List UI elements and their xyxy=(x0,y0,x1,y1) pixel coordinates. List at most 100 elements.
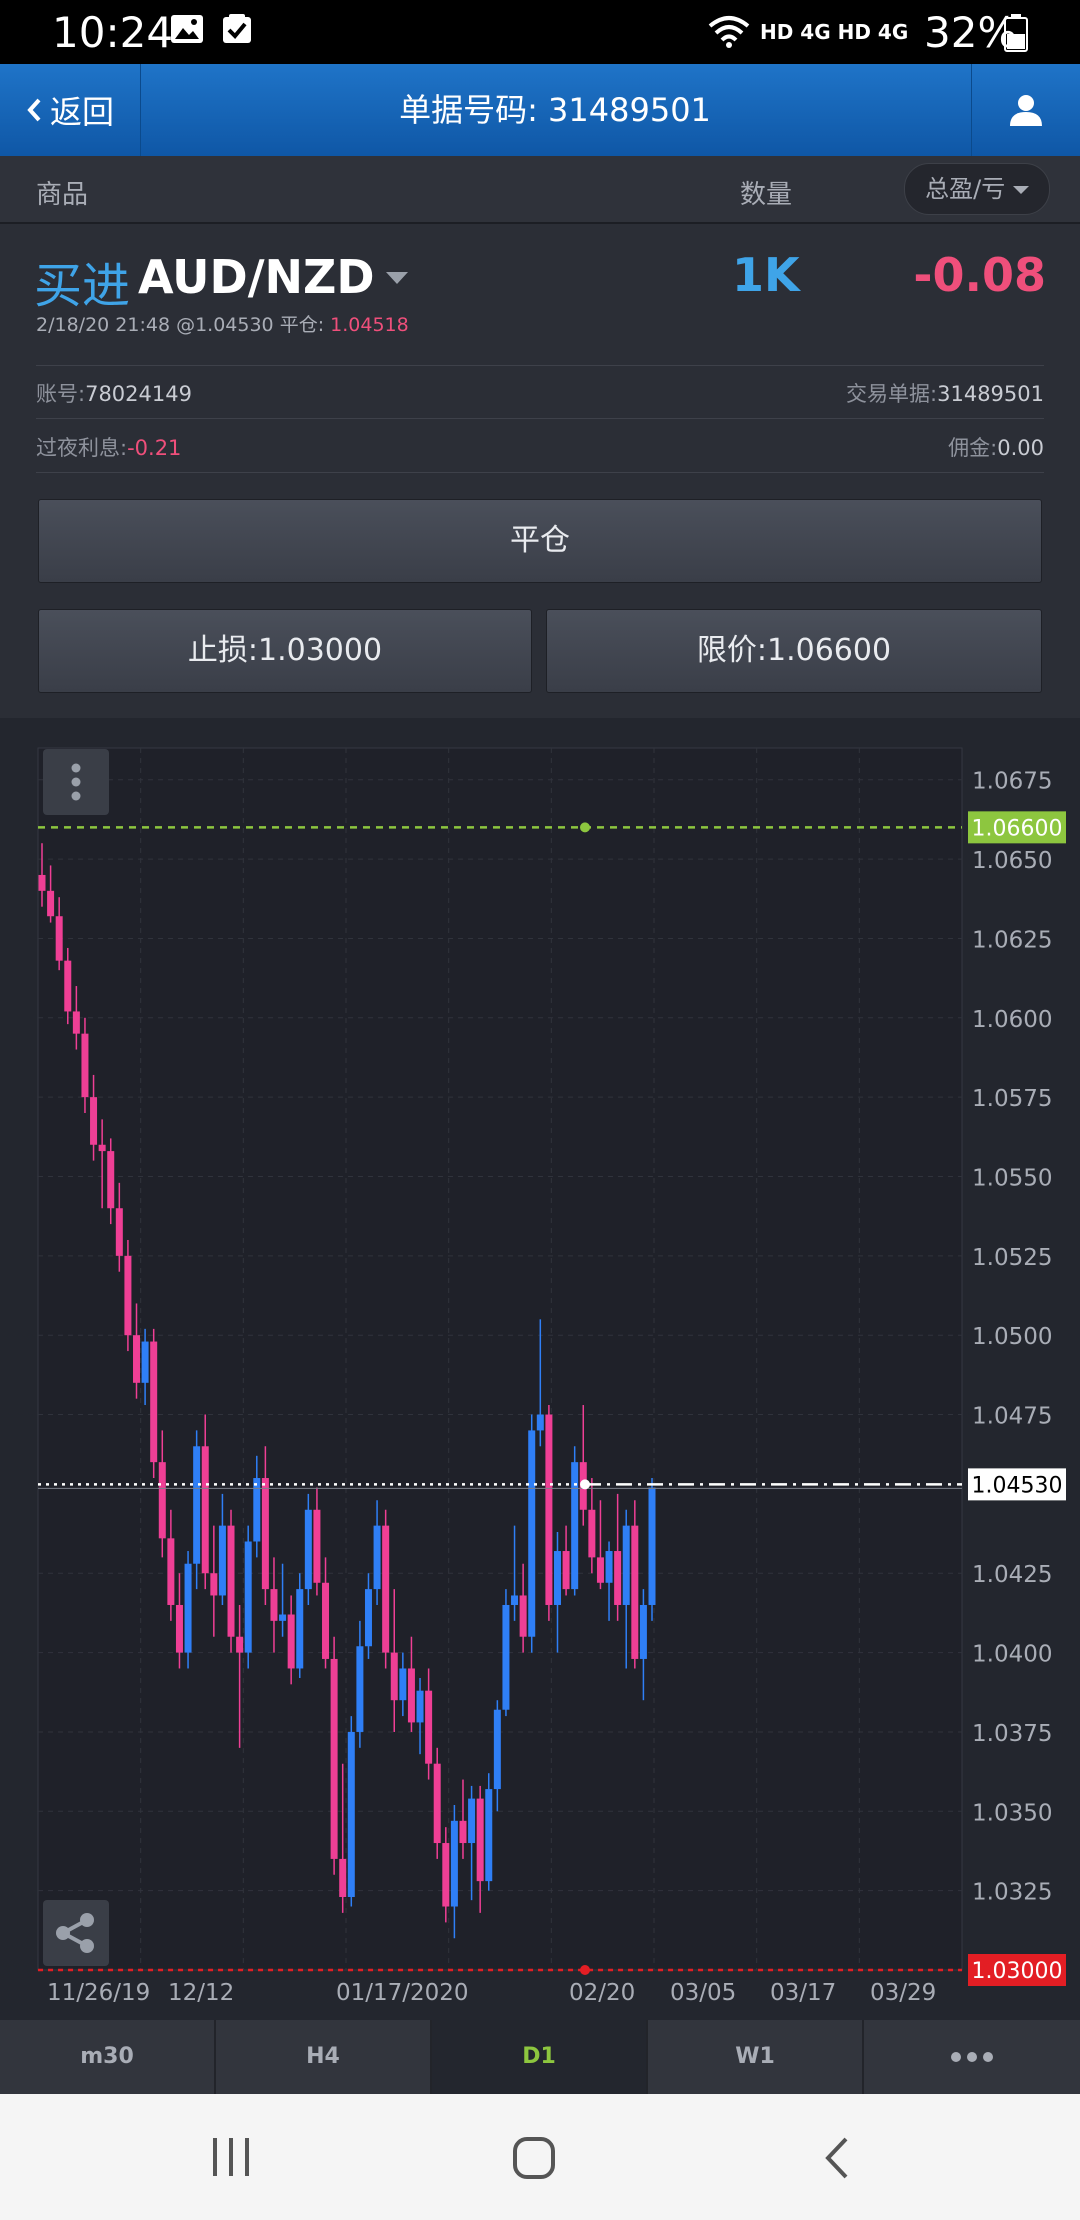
y-tick-label: 1.0550 xyxy=(972,1165,1052,1191)
tab-h4[interactable]: H4 xyxy=(216,2020,432,2094)
share-icon xyxy=(56,1913,94,1953)
account-label: 账号: xyxy=(36,382,86,406)
candle-down xyxy=(47,890,55,917)
y-tick-label: 1.0425 xyxy=(972,1562,1052,1588)
candle-down xyxy=(210,1573,218,1596)
task-check-icon xyxy=(223,14,251,43)
tab-d1[interactable]: D1 xyxy=(432,2020,648,2094)
candle-down xyxy=(287,1614,295,1669)
candle-down xyxy=(390,1652,398,1701)
limit-price-button[interactable]: 限价:1.06600 xyxy=(546,609,1042,693)
x-tick-label: 03/17 xyxy=(770,1980,836,2006)
candle-down xyxy=(476,1798,484,1882)
commission-value: 0.00 xyxy=(997,436,1044,460)
chart-menu-button[interactable] xyxy=(43,749,109,815)
network-indicator: HD 4G HD 4G xyxy=(760,20,909,44)
tab-w1[interactable]: W1 xyxy=(648,2020,864,2094)
candle-down xyxy=(545,1414,553,1605)
candle-up xyxy=(141,1341,149,1383)
candle-up xyxy=(450,1820,458,1907)
price-chart[interactable]: 1.0675 1.0650 1.0625 1.0600 1.0575 1.0550 1.05… xyxy=(0,718,1080,2020)
x-tick-label: 03/29 xyxy=(870,1980,936,2006)
pnl-dropdown-label: 总盈/亏 xyxy=(925,175,1006,203)
stop-loss-button[interactable]: 止损:1.03000 xyxy=(38,609,532,693)
candle-down xyxy=(313,1509,321,1583)
gallery-icon xyxy=(171,15,203,43)
candle-down xyxy=(433,1763,441,1844)
candle-up xyxy=(622,1525,630,1605)
candle-up xyxy=(347,1731,355,1897)
y-tick-label: 1.0400 xyxy=(972,1642,1052,1668)
open-info: 2/18/20 21:48 @1.04530 平仓: 1.04518 xyxy=(36,310,409,337)
open-text: 2/18/20 21:48 @1.04530 平仓: xyxy=(36,314,331,336)
candle-down xyxy=(64,960,72,1012)
order-label: 交易单据: xyxy=(846,382,938,406)
candle-down xyxy=(425,1690,433,1764)
close-price: 1.04518 xyxy=(330,314,409,336)
caret-down-icon xyxy=(1012,186,1029,194)
candle-down xyxy=(38,874,46,891)
candle-up xyxy=(553,1551,561,1605)
more-timeframes-button[interactable] xyxy=(864,2020,1080,2094)
share-button[interactable] xyxy=(43,1900,109,1966)
pnl-dropdown[interactable]: 总盈/亏 xyxy=(904,163,1050,215)
candle-up xyxy=(416,1690,424,1723)
candle-down xyxy=(562,1551,570,1590)
candle-down xyxy=(236,1636,244,1653)
nav-bar: 返回 单据号码: 31489501 xyxy=(0,64,1080,156)
candlestick-chart[interactable]: 1.0675 1.0650 1.0625 1.0600 1.0575 1.0550 1.05… xyxy=(0,718,1080,2020)
y-tick-label: 1.0475 xyxy=(972,1404,1052,1430)
candle-down xyxy=(167,1538,175,1605)
candle-down xyxy=(442,1843,450,1907)
candle-up xyxy=(399,1668,407,1701)
back-button[interactable]: 返回 xyxy=(0,64,141,156)
header-quantity: 数量 xyxy=(740,180,793,210)
candle-down xyxy=(614,1551,622,1605)
y-tick-label: 1.0375 xyxy=(972,1721,1052,1747)
candle-up xyxy=(648,1487,656,1605)
open-handle xyxy=(580,1479,590,1490)
tab-m30[interactable]: m30 xyxy=(0,2020,216,2094)
candle-up xyxy=(528,1430,536,1637)
x-tick-label: 01/17/2020 xyxy=(336,1980,469,2006)
candle-down xyxy=(407,1668,415,1723)
account-value: 78024149 xyxy=(85,382,192,406)
candle-down xyxy=(261,1478,269,1590)
candle-up xyxy=(296,1589,304,1669)
more-horizontal-icon xyxy=(951,2052,993,2062)
candle-up xyxy=(493,1709,501,1790)
y-tick-label: 1.0625 xyxy=(972,927,1052,953)
back-nav-icon[interactable] xyxy=(822,2136,852,2182)
candle-up xyxy=(536,1414,544,1431)
candle-down xyxy=(107,1151,115,1209)
divider xyxy=(36,365,1044,366)
home-icon[interactable] xyxy=(512,2136,558,2182)
user-button[interactable] xyxy=(971,64,1080,156)
candle-up xyxy=(244,1541,252,1653)
candle-up xyxy=(193,1446,201,1564)
y-tick-label: 1.0600 xyxy=(972,1007,1052,1033)
divider xyxy=(36,418,1044,419)
close-position-button[interactable]: 平仓 xyxy=(38,499,1042,583)
caret-down-icon[interactable] xyxy=(386,272,408,284)
candle-up xyxy=(605,1551,613,1583)
column-header-row: 商品 数量 总盈/亏 xyxy=(0,156,1080,224)
recent-apps-icon[interactable] xyxy=(210,2136,254,2178)
back-label: 返回 xyxy=(49,93,114,131)
order-info: 交易单据:31489501 xyxy=(846,378,1044,408)
candle-down xyxy=(330,1658,338,1859)
symbol-selector[interactable]: AUD/NZD xyxy=(138,250,375,304)
y-tick-label: 1.0325 xyxy=(972,1880,1052,1906)
order-value: 31489501 xyxy=(937,382,1044,406)
x-tick-label: 02/20 xyxy=(569,1980,635,2006)
commission-label: 佣金: xyxy=(948,436,998,460)
stop-price-label: 1.03000 xyxy=(972,1959,1063,1984)
divider xyxy=(36,472,1044,473)
y-tick-label: 1.0675 xyxy=(972,769,1052,795)
pnl-value: -0.08 xyxy=(913,248,1046,302)
open-price-tag xyxy=(968,1468,1066,1501)
page-title: 单据号码: 31489501 xyxy=(399,91,711,129)
candle-down xyxy=(227,1525,235,1637)
x-tick-label: 12/12 xyxy=(168,1980,234,2006)
more-vertical-icon xyxy=(71,763,81,801)
